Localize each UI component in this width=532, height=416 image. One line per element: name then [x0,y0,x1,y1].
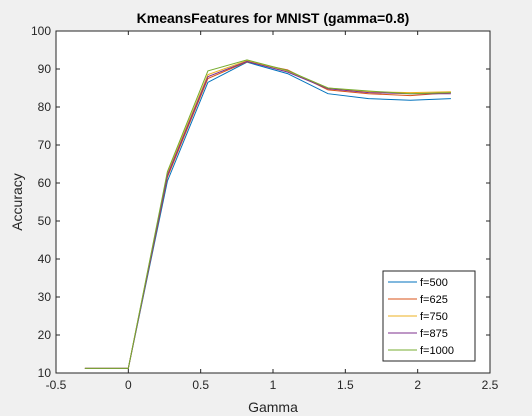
y-tick-label: 50 [38,214,52,228]
legend-label: f=750 [420,311,448,323]
y-tick-label: 100 [31,24,51,38]
y-tick-label: 90 [38,62,52,76]
x-tick-label: 0 [125,378,132,392]
y-tick-label: 60 [38,176,52,190]
legend-label: f=1000 [420,345,454,357]
x-tick-label: 0.5 [192,378,209,392]
x-tick-label: 1.5 [337,378,354,392]
x-tick-label: -0.5 [46,378,67,392]
y-axis-title: Accuracy [9,173,25,231]
legend-label: f=500 [420,277,448,289]
legend-label: f=625 [420,294,448,306]
y-tick-label: 80 [38,100,52,114]
y-tick-label: 30 [38,290,52,304]
x-tick-label: 1 [270,378,277,392]
x-axis-title: Gamma [248,399,298,415]
series-lines [84,59,451,369]
series-line-4 [84,59,451,369]
legend: f=500 f=625 f=750 f=875 f=1000 [382,270,476,362]
y-tick-label: 10 [38,366,52,380]
legend-label: f=875 [420,328,448,340]
y-tick-label: 20 [38,328,52,342]
plot-frame [55,30,491,374]
chart-title: KmeansFeatures for MNIST (gamma=0.8) [137,10,410,26]
y-tick-label: 40 [38,252,52,266]
y-tick-label: 70 [38,138,52,152]
x-tick-label: 2.5 [482,378,499,392]
x-tick-label: 2 [414,378,421,392]
y-axis-ticks: 10 20 30 40 50 60 70 80 90 100 [31,24,490,380]
